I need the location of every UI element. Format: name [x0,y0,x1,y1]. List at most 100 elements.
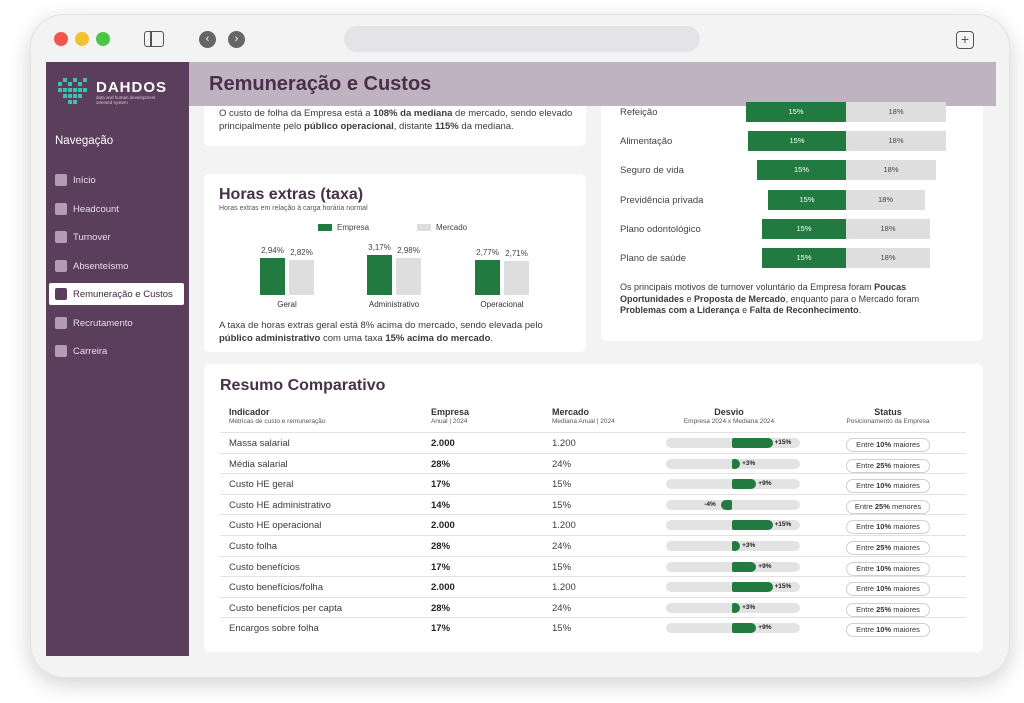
address-bar[interactable] [344,26,700,52]
desvio-bar-track: +15% [666,438,800,448]
sidebar-item-inicio[interactable]: Início [49,169,184,191]
desvio-bar-fill [732,623,757,634]
beneficio-bar-empresa: 15% [762,219,846,239]
beneficio-label: Plano de saúde [620,253,687,264]
status-suffix: maiores [891,460,920,470]
desvio-label: +9% [758,480,772,488]
empresa-cell: 28% [431,458,451,470]
empresa-cell: 17% [431,479,451,491]
indicador-cell: Massa salarial [229,438,290,449]
category-label: Administrativo [368,300,420,309]
indicador-cell: Encargos sobre folha [229,623,319,635]
empresa-cell: 2.000 [431,520,455,532]
maximize-window-button[interactable] [96,32,110,46]
sidebar-item-carreira[interactable]: Carreira [49,340,184,362]
status-badge: Entre 25% maiores [846,541,930,555]
minimize-window-button[interactable] [75,32,89,46]
table-row: Custo benefícios 17% 15% +9% Entre 10% maior… [220,555,966,577]
desvio-label: +9% [758,624,772,632]
sidebar-item-absenteismo[interactable]: Absenteísmo [49,255,184,277]
desvio-bar-track: +15% [666,520,800,531]
status-percent: 10% [876,625,892,635]
status-badge: Entre 10% maiores [846,623,930,638]
status-suffix: maiores [891,440,920,449]
sidebar-item-label: Carreira [73,346,108,357]
indicador-cell: Custo folha [229,541,278,552]
square-icon [55,345,67,357]
sidebar-item-turnover[interactable]: Turnover [49,226,184,248]
indicador-cell: Custo benefícios [229,561,300,573]
beneficio-label: Previdência privada [620,195,704,206]
empresa-cell: 28% [431,541,451,552]
bar-value-label: 2,98% [397,245,420,255]
new-tab-icon[interactable]: + [956,31,974,49]
beneficio-label: Seguro de vida [620,165,684,176]
status-suffix: maiores [891,584,920,594]
status-percent: 25% [876,604,892,614]
desvio-bar-track: -4% [666,499,800,510]
desvio-bar-fill [732,458,741,469]
mercado-cell: 15% [552,561,572,573]
status-prefix: Entre [856,543,877,552]
beneficio-bar-empresa: 15% [768,190,846,210]
status-badge: Entre 10% maiores [846,438,930,452]
desvio-label: +3% [742,459,756,467]
status-badge: Entre 25% menores [846,499,930,514]
turnover-motivos-note: Os principais motivos de turnover volunt… [620,282,920,315]
sidebar-item-remuneracao-e-custos[interactable]: Remuneração e Custos [49,283,184,305]
bar-empresa-administrativo [367,255,392,295]
table-row: Custo HE geral 17% 15% +9% Entre 10% maiores [220,473,966,494]
sidebar-item-label: Absenteísmo [73,260,129,272]
resumo-comparativo-card: Resumo Comparativo Indicador Métricas de … [204,364,983,652]
desvio-bar-track: +9% [666,623,800,634]
mercado-cell: 15% [552,623,572,635]
beneficio-label: Refeição [620,107,658,118]
desvio-label: +15% [774,521,792,529]
mercado-cell: 1.200 [552,520,576,532]
bar-mercado-geral [289,259,314,295]
desvio-bar-track: +3% [666,541,800,551]
sidebar-toggle-icon[interactable] [144,31,164,47]
table-row: Custo benefícios per capta 28% 24% +3% Entre… [220,596,966,618]
status-prefix: Entre [856,625,877,635]
bar-value-label: 2,71% [505,249,528,259]
empresa-cell: 28% [431,602,451,614]
horas-extras-card: Horas extras (taxa) Horas extras em rela… [204,174,586,352]
back-arrow-icon[interactable]: ‹ [199,31,216,48]
sidebar-item-headcount[interactable]: Headcount [49,198,184,220]
table-row: Custo folha 28% 24% +3% Entre 25% maiores [220,535,966,556]
col-empresa: Empresa Anual | 2024 [431,407,470,425]
table-row: Massa salarial 2.000 1.200 +15% Entre 10% ma… [220,432,966,453]
indicador-cell: Custo benefícios per capta [229,602,343,614]
desvio-label: +15% [774,439,792,446]
beneficios-card: Refeição 15% 18% Alimentação 15% 18% Seguro de… [601,102,983,341]
status-percent: 10% [876,584,892,594]
category-label: Geral [277,300,297,309]
empresa-cell: 2.000 [431,438,455,449]
mercado-cell: 24% [552,458,572,470]
sidebar-item-recrutamento[interactable]: Recrutamento [49,312,184,334]
forward-arrow-icon[interactable]: › [228,31,245,48]
sidebar-item-label: Remuneração e Custos [73,289,173,300]
status-suffix: maiores [891,522,920,532]
page-header: Remuneração e Custos [189,62,996,106]
status-suffix: menores [889,501,922,511]
status-percent: 10% [876,522,892,532]
beneficio-bar-mercado: 18% [846,102,946,122]
desvio-bar-fill [732,479,757,490]
bar-empresa-operacional [475,260,500,295]
status-prefix: Entre [856,460,877,470]
empresa-cell: 17% [431,623,451,635]
folha-summary-text: O custo de folha da Empresa está a 108% … [219,108,573,132]
desvio-bar-fill [732,438,773,448]
legend-mercado: Mercado [417,223,467,232]
status-prefix: Entre [856,522,877,532]
sidebar-item-label: Headcount [73,203,119,215]
beneficio-bar-empresa: 15% [762,248,846,268]
mercado-cell: 15% [552,499,572,511]
col-desvio: Desvio Empresa 2024 x Mediana 2024 [683,407,775,425]
sidebar-item-label: Turnover [73,232,111,243]
desvio-label: -4% [704,500,716,508]
bar-empresa-geral [260,258,285,295]
close-window-button[interactable] [54,32,68,46]
